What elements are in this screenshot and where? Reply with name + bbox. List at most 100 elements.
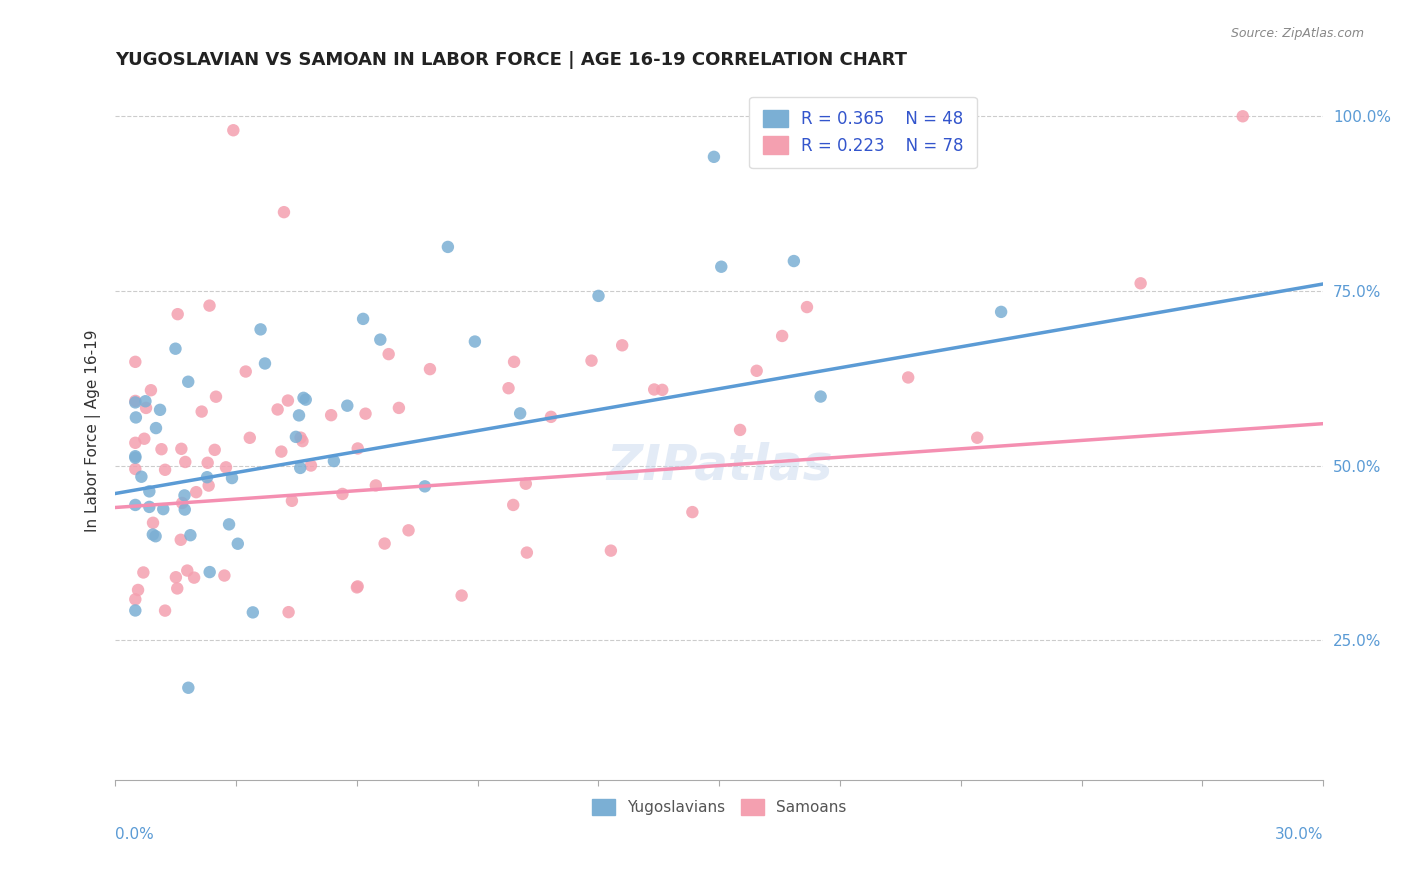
Point [643,383,665,397]
Point [221,471,243,485]
Point [134,394,156,409]
Point [498,381,520,395]
Text: 0.0%: 0.0% [115,827,153,842]
Point [142,516,165,530]
Point [177,375,200,389]
Point [728,423,751,437]
Point [124,592,146,607]
Point [336,399,359,413]
Point [138,500,160,514]
Point [124,462,146,476]
Point [374,536,396,550]
Point [290,431,312,445]
Point [205,390,228,404]
Point [125,410,148,425]
Point [437,240,460,254]
Point [796,300,818,314]
Point [651,383,673,397]
Point [124,435,146,450]
Point [197,478,219,492]
Point [190,404,212,418]
Point [450,589,472,603]
Text: Source: ZipAtlas.com: Source: ZipAtlas.com [1230,27,1364,40]
Point [142,527,165,541]
Point [253,356,276,370]
Point [153,604,176,618]
Point [177,681,200,695]
Point [581,353,603,368]
Point [346,579,368,593]
Point [204,442,226,457]
Point [266,402,288,417]
Point [166,307,188,321]
Point [222,123,245,137]
Point [1129,277,1152,291]
Point [419,362,441,376]
Point [242,606,264,620]
Point [174,455,197,469]
Point [703,150,725,164]
Point [170,442,193,456]
Point [710,260,733,274]
Point [124,450,146,465]
Point [165,342,187,356]
Point [364,478,387,492]
Point [170,533,193,547]
Point [197,456,219,470]
Point [770,329,793,343]
Point [273,205,295,219]
Point [299,458,322,473]
Point [152,502,174,516]
Point [139,383,162,397]
Point [150,442,173,457]
Point [135,401,157,415]
Point [388,401,411,415]
Point [292,391,315,405]
Point [810,390,832,404]
Point [277,605,299,619]
Point [346,442,368,456]
Point [218,517,240,532]
Point [1232,109,1254,123]
Point [145,529,167,543]
Point [290,461,312,475]
Point [281,493,304,508]
Point [502,498,524,512]
Point [346,581,368,595]
Point [176,564,198,578]
Point [183,571,205,585]
Point [277,393,299,408]
Point [284,430,307,444]
Point [138,484,160,499]
Point [612,338,634,352]
Point [124,395,146,409]
Point [172,496,194,510]
Point [464,334,486,349]
Point [153,463,176,477]
Point [214,568,236,582]
Point [145,421,167,435]
Point [124,498,146,512]
Point [354,407,377,421]
Point [503,355,526,369]
Point [198,299,221,313]
Point [226,537,249,551]
Legend: Yugoslavians, Samoans: Yugoslavians, Samoans [586,793,852,822]
Point [249,322,271,336]
Point [332,487,354,501]
Point [291,434,314,449]
Point [134,432,156,446]
Point [322,454,344,468]
Point [990,305,1012,319]
Point [321,408,343,422]
Point [368,333,391,347]
Point [516,545,538,559]
Point [198,565,221,579]
Point [124,603,146,617]
Point [515,476,537,491]
Point [509,406,531,420]
Point [540,409,562,424]
Point [745,364,768,378]
Point [377,347,399,361]
Point [294,392,316,407]
